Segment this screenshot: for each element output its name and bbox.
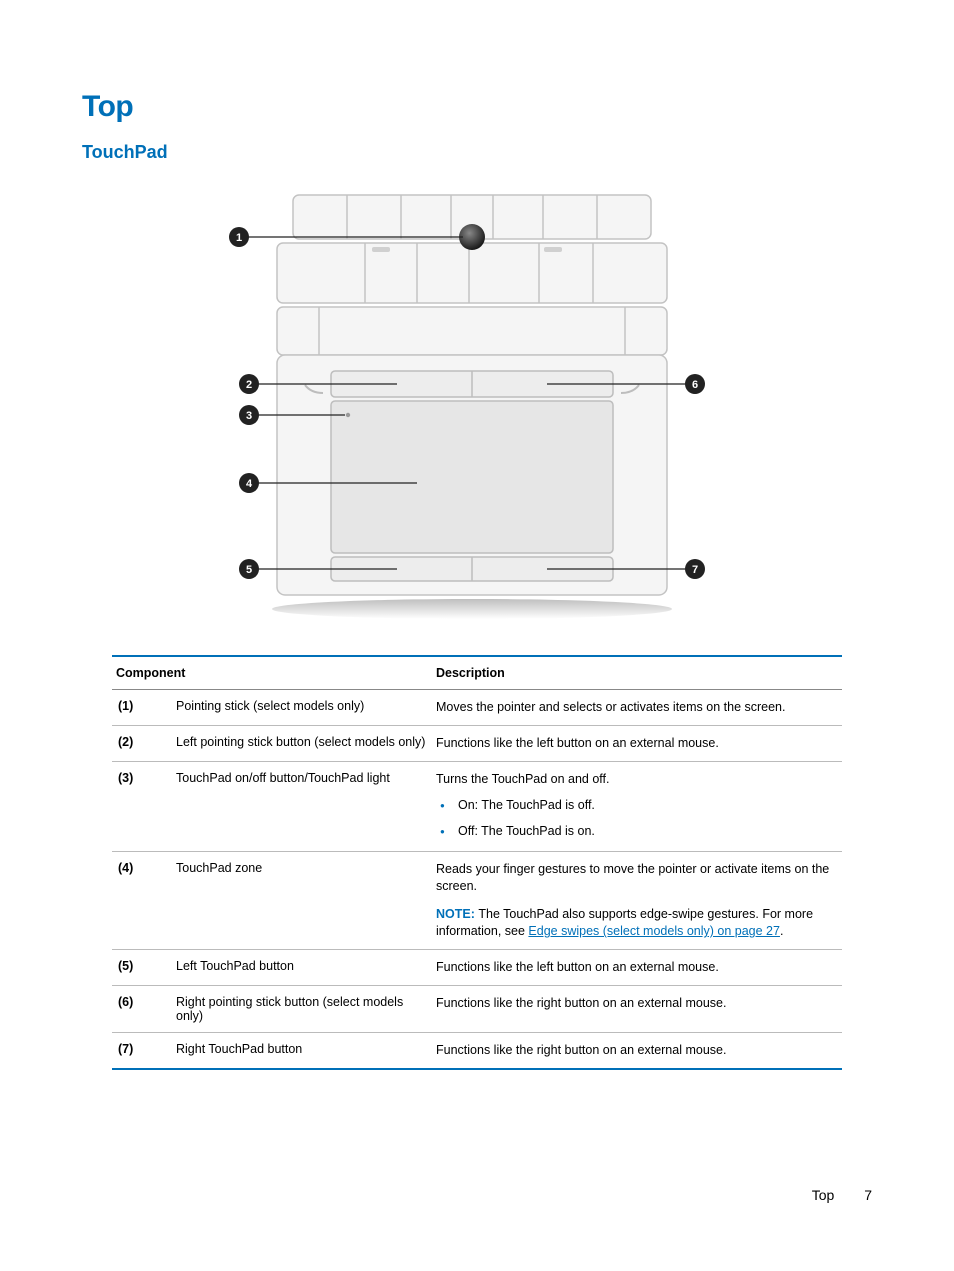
- description-bullets: On: The TouchPad is off. Off: The TouchPa…: [436, 798, 838, 838]
- row-number: (5): [112, 950, 172, 986]
- row-number: (7): [112, 1033, 172, 1069]
- footer-section: Top: [812, 1187, 835, 1203]
- svg-text:2: 2: [246, 379, 252, 391]
- row-component: Right pointing stick button (select mode…: [172, 986, 432, 1033]
- svg-text:1: 1: [236, 232, 242, 244]
- row-description: Functions like the right button on an ex…: [432, 1033, 842, 1069]
- row-description: Functions like the left button on an ext…: [432, 725, 842, 761]
- row-component: Left pointing stick button (select model…: [172, 725, 432, 761]
- table-row: (6)Right pointing stick button (select m…: [112, 986, 842, 1033]
- row-component: Pointing stick (select models only): [172, 690, 432, 726]
- row-number: (1): [112, 690, 172, 726]
- row-number: (3): [112, 761, 172, 851]
- row-description: Functions like the right button on an ex…: [432, 986, 842, 1033]
- page-footer: Top 7: [812, 1187, 872, 1203]
- bullet-item: Off: The TouchPad is on.: [436, 824, 838, 838]
- row-component: Right TouchPad button: [172, 1033, 432, 1069]
- row-number: (4): [112, 851, 172, 950]
- note-link[interactable]: Edge swipes (select models only) on page…: [528, 924, 780, 938]
- row-number: (2): [112, 725, 172, 761]
- table-row: (1)Pointing stick (select models only)Mo…: [112, 690, 842, 726]
- row-description: Reads your finger gestures to move the p…: [432, 851, 842, 950]
- th-component: Component: [112, 656, 432, 690]
- row-component: TouchPad on/off button/TouchPad light: [172, 761, 432, 851]
- touchpad-diagram: 1 2 3 4 5 6 7: [217, 187, 737, 627]
- footer-page-number: 7: [864, 1187, 872, 1203]
- row-description: Turns the TouchPad on and off.On: The To…: [432, 761, 842, 851]
- bullet-item: On: The TouchPad is off.: [436, 798, 838, 812]
- svg-text:5: 5: [246, 564, 252, 576]
- svg-text:6: 6: [692, 379, 698, 391]
- note-block: NOTE: The TouchPad also supports edge-sw…: [436, 906, 838, 940]
- component-table: Component Description (1)Pointing stick …: [112, 655, 842, 1070]
- table-row: (5)Left TouchPad buttonFunctions like th…: [112, 950, 842, 986]
- subheading-touchpad: TouchPad: [82, 142, 872, 163]
- table-row: (2)Left pointing stick button (select mo…: [112, 725, 842, 761]
- page-heading-top: Top: [82, 90, 872, 124]
- row-component: Left TouchPad button: [172, 950, 432, 986]
- row-description: Moves the pointer and selects or activat…: [432, 690, 842, 726]
- row-number: (6): [112, 986, 172, 1033]
- table-row: (3)TouchPad on/off button/TouchPad light…: [112, 761, 842, 851]
- table-row: (4)TouchPad zoneReads your finger gestur…: [112, 851, 842, 950]
- svg-text:7: 7: [692, 564, 698, 576]
- svg-text:4: 4: [246, 478, 253, 490]
- table-row: (7)Right TouchPad buttonFunctions like t…: [112, 1033, 842, 1069]
- th-description: Description: [432, 656, 842, 690]
- svg-text:3: 3: [246, 410, 252, 422]
- row-description: Functions like the left button on an ext…: [432, 950, 842, 986]
- note-label: NOTE:: [436, 907, 478, 921]
- row-component: TouchPad zone: [172, 851, 432, 950]
